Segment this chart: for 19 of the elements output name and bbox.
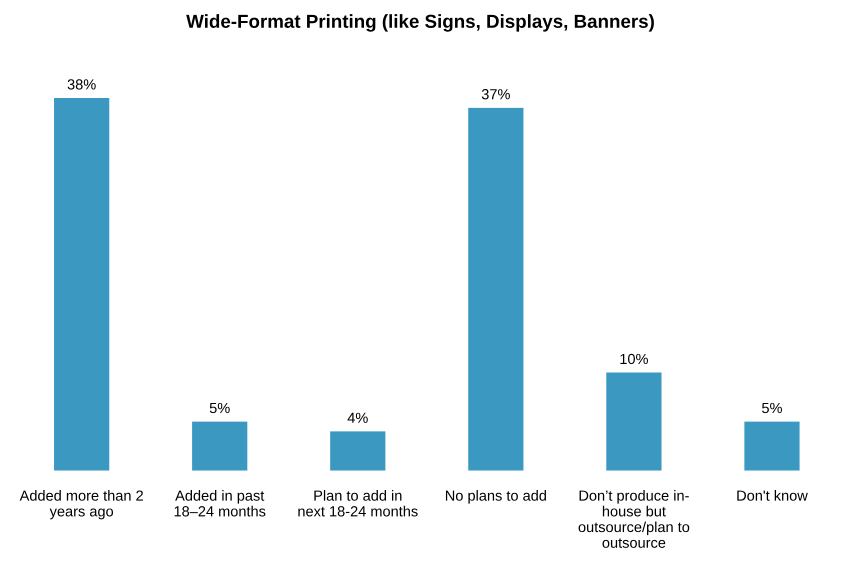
x-tick-label: No plans to add: [446, 490, 546, 504]
data-label: 10%: [620, 354, 648, 364]
data-label: 38%: [68, 79, 96, 90]
x-tick-label: Added in past 18–24 months: [174, 490, 266, 516]
bar: [606, 372, 662, 471]
bar: [744, 422, 800, 471]
data-label: 5%: [210, 402, 230, 414]
data-label: 37%: [482, 89, 510, 100]
bar: [330, 431, 386, 471]
bar: [54, 98, 110, 471]
chart-title: Wide-Format Printing (like Signs, Displays, Banners): [186, 14, 654, 32]
x-tick-label: Don't know: [737, 490, 808, 501]
bar: [468, 108, 524, 471]
x-tick-label: Don’t produce in-house but outsource/plan to outsource: [578, 490, 690, 548]
x-tick-label: Plan to add in next 18-24 months: [298, 490, 418, 516]
data-label: 4%: [348, 412, 368, 423]
x-tick-label: Added more than 2 years ago: [20, 490, 143, 520]
bar: [192, 422, 248, 471]
data-label: 5%: [762, 402, 782, 414]
